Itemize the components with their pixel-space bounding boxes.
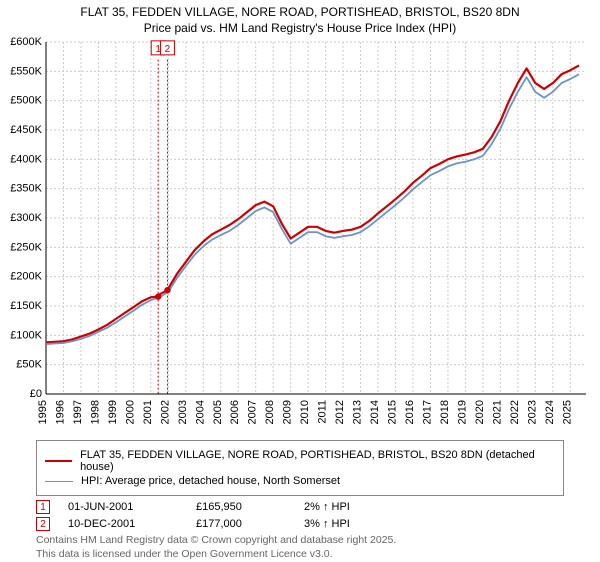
ytick-label: £100K <box>10 330 42 342</box>
xtick-label: 2004 <box>194 400 206 424</box>
xtick-label: 2020 <box>474 400 486 424</box>
sale-row-price: £165,950 <box>196 501 286 513</box>
sale-row-marker: 1 <box>36 500 50 514</box>
xtick-label: 2006 <box>229 400 241 424</box>
xtick-label: 2012 <box>334 400 346 424</box>
xtick-label: 2000 <box>124 400 136 424</box>
xtick-label: 1996 <box>54 400 66 424</box>
ytick-label: £50K <box>16 359 42 371</box>
xtick-label: 1998 <box>89 400 101 424</box>
chart-svg: £0 £50K £100K £150K £200K £250K £300K £350K £400… <box>0 36 600 436</box>
ytick-label: £600K <box>10 36 42 48</box>
xtick-label: 2013 <box>352 400 364 424</box>
attribution-line1: Contains HM Land Registry data © Crown c… <box>36 534 564 548</box>
sale-marker-number: 2 <box>165 44 171 55</box>
xtick-label: 2017 <box>421 400 433 424</box>
title-line1: FLAT 35, FEDDEN VILLAGE, NORE ROAD, PORT… <box>0 4 600 20</box>
xtick-label: 2019 <box>456 400 468 424</box>
xtick-label: 1999 <box>107 400 119 424</box>
xtick-label: 2007 <box>247 400 259 424</box>
xtick-label: 2016 <box>404 400 416 424</box>
xtick-label: 2011 <box>317 400 329 424</box>
sale-row: 2 10-DEC-2001 £177,000 3% ↑ HPI <box>36 517 564 531</box>
sale-row-pct: 3% ↑ HPI <box>304 518 384 530</box>
xtick-label: 1997 <box>72 400 84 424</box>
xtick-label: 2010 <box>299 400 311 424</box>
sale-row-date: 10-DEC-2001 <box>68 518 178 530</box>
series-line <box>46 66 579 343</box>
legend-row: FLAT 35, FEDDEN VILLAGE, NORE ROAD, PORT… <box>45 449 555 473</box>
series-line <box>46 75 579 345</box>
chart-title-block: FLAT 35, FEDDEN VILLAGE, NORE ROAD, PORT… <box>0 0 600 36</box>
legend-label: HPI: Average price, detached house, Nort… <box>81 475 340 487</box>
sale-row-marker: 2 <box>36 517 50 531</box>
xtick-label: 2008 <box>264 400 276 424</box>
ytick-label: £250K <box>10 242 42 254</box>
xtick-label: 2003 <box>177 400 189 424</box>
sale-dot <box>164 287 170 293</box>
ytick-label: £200K <box>10 271 42 283</box>
ytick-label: £400K <box>10 154 42 166</box>
xtick-label: 2002 <box>159 400 171 424</box>
ytick-label: £550K <box>10 66 42 78</box>
sale-row-pct: 2% ↑ HPI <box>304 501 384 513</box>
legend-row: HPI: Average price, detached house, Nort… <box>45 475 555 487</box>
sale-row-price: £177,000 <box>196 518 286 530</box>
ytick-label: £0 <box>30 388 42 400</box>
sale-dot <box>155 294 161 300</box>
sale-row: 1 01-JUN-2001 £165,950 2% ↑ HPI <box>36 500 564 514</box>
xtick-label: 2014 <box>369 400 381 424</box>
ytick-label: £150K <box>10 300 42 312</box>
xtick-label: 2021 <box>491 400 503 424</box>
attribution: Contains HM Land Registry data © Crown c… <box>36 534 564 561</box>
ytick-label: £500K <box>10 95 42 107</box>
ytick-label: £450K <box>10 124 42 136</box>
ytick-label: £300K <box>10 212 42 224</box>
sales-table: 1 01-JUN-2001 £165,950 2% ↑ HPI 2 10-DEC-2001… <box>36 500 564 531</box>
chart-area: £0 £50K £100K £150K £200K £250K £300K £350K £400… <box>0 36 600 436</box>
xtick-label: 2023 <box>526 400 538 424</box>
legend-box: FLAT 35, FEDDEN VILLAGE, NORE ROAD, PORT… <box>36 440 564 496</box>
xtick-label: 2005 <box>212 400 224 424</box>
xtick-label: 2009 <box>282 400 294 424</box>
xtick-label: 2025 <box>561 400 573 424</box>
sale-row-date: 01-JUN-2001 <box>68 501 178 513</box>
xtick-label: 2001 <box>142 400 154 424</box>
xtick-label: 1995 <box>37 400 49 424</box>
legend-swatch <box>45 481 73 482</box>
ytick-label: £350K <box>10 183 42 195</box>
legend-label: FLAT 35, FEDDEN VILLAGE, NORE ROAD, PORT… <box>80 449 555 473</box>
title-line2: Price paid vs. HM Land Registry's House … <box>0 20 600 36</box>
xtick-label: 2022 <box>509 400 521 424</box>
legend-swatch <box>45 460 72 462</box>
xtick-label: 2015 <box>387 400 399 424</box>
xtick-label: 2018 <box>439 400 451 424</box>
xtick-label: 2024 <box>544 400 556 424</box>
